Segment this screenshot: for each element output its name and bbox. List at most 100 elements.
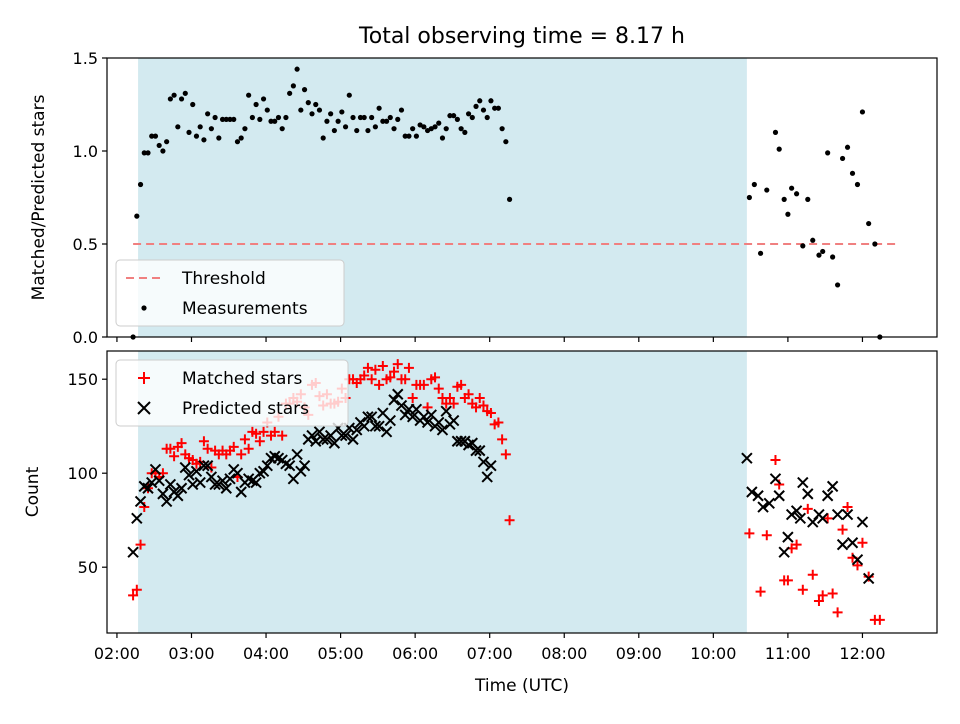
measurement-point: [186, 129, 192, 135]
y-axis-label: Matched/Predicted stars: [29, 94, 49, 300]
measurement-point: [328, 111, 334, 117]
predicted-point: [127, 546, 139, 558]
measurement-point: [257, 116, 263, 122]
measurement-point: [432, 124, 438, 130]
measurement-point: [477, 98, 483, 104]
measurement-point: [465, 111, 472, 117]
measurement-point: [436, 120, 442, 126]
measurement-point: [283, 114, 289, 121]
measurement-point: [219, 116, 226, 122]
measurement-point: [290, 83, 296, 89]
predicted-point: [746, 486, 758, 498]
measurement-point: [354, 127, 360, 134]
predicted-point: [388, 394, 400, 406]
predicted-point: [752, 490, 764, 502]
measurement-point: [294, 66, 300, 72]
predicted-point: [295, 465, 307, 478]
measurement-point: [406, 133, 412, 139]
predicted-point: [142, 482, 154, 494]
measurement-point: [793, 191, 800, 197]
predicted-point: [763, 497, 775, 509]
matched-point: [755, 586, 766, 597]
matched-point: [243, 443, 254, 454]
predicted-point: [436, 424, 449, 436]
matched-point: [176, 438, 187, 449]
predicted-point: [790, 505, 803, 517]
measurement-point: [398, 107, 405, 113]
legend-label: Threshold: [181, 269, 266, 289]
x-tick-label: 12:00: [839, 644, 885, 663]
predicted-point: [306, 429, 318, 442]
measurement-point: [380, 118, 386, 124]
predicted-point: [153, 475, 165, 487]
matched-point: [744, 528, 755, 539]
predicted-point: [769, 473, 782, 485]
predicted-point: [179, 461, 191, 474]
predicted-point: [481, 471, 493, 483]
count-panel: 50 100 150 02:00 03:00 04:00 05:00 06:00 07:00 08…: [23, 350, 938, 663]
measurement-point: [152, 133, 159, 139]
matched-point: [128, 590, 139, 601]
measurement-point: [350, 114, 356, 121]
measurement-point: [182, 90, 188, 96]
matched-point: [874, 614, 885, 625]
matched-point: [374, 379, 385, 390]
matched-point: [842, 502, 853, 513]
y-tick-label: 0.0: [73, 328, 98, 347]
measurement-point: [298, 107, 304, 113]
measurement-point: [369, 114, 375, 121]
matched-point: [277, 430, 288, 441]
matched-point: [202, 443, 213, 454]
x-tick-label: 10:00: [690, 644, 736, 663]
predicted-point: [778, 546, 790, 558]
matched-point: [822, 513, 833, 524]
matched-point: [407, 393, 418, 403]
matched-point: [359, 370, 370, 381]
matched-point: [497, 434, 508, 445]
measurement-point: [866, 220, 872, 227]
y-tick-label: 50: [78, 558, 98, 577]
matched-point: [131, 584, 142, 595]
measurement-point: [764, 187, 770, 193]
measurement-point: [212, 114, 218, 121]
predicted-point: [373, 420, 385, 432]
x-tick-label: 09:00: [616, 644, 662, 663]
y-tick-label: 150: [67, 370, 98, 389]
measurement-point: [197, 124, 203, 130]
predicted-point: [220, 482, 232, 494]
measurement-point: [421, 124, 427, 130]
matched-point: [251, 428, 262, 439]
predicted-point: [392, 388, 404, 400]
matched-point: [471, 402, 482, 413]
measurement-point: [164, 139, 170, 145]
matched-point: [456, 379, 467, 390]
axes-frame: [106, 350, 938, 634]
measurement-point: [149, 133, 155, 139]
matched-point: [228, 441, 239, 452]
predicted-point: [455, 435, 467, 447]
measurement-point: [137, 181, 144, 188]
measurement-point: [372, 124, 378, 130]
measurement-point: [834, 282, 841, 288]
predicted-point: [157, 488, 169, 500]
matched-point: [433, 383, 444, 394]
measurement-point: [830, 254, 836, 260]
measurement-point: [859, 109, 866, 115]
x-tick-label: 03:00: [168, 644, 214, 663]
measurement-point: [751, 181, 757, 188]
matched-point: [165, 443, 176, 454]
matched-point: [392, 359, 403, 370]
predicted-point: [831, 508, 844, 521]
predicted-point: [235, 486, 247, 498]
measurement-point: [246, 92, 252, 98]
matched-point: [254, 436, 265, 447]
predicted-point: [826, 480, 839, 493]
predicted-point: [257, 465, 270, 478]
matched-point: [774, 479, 785, 490]
matched-point: [239, 434, 250, 445]
x-tick-label: 05:00: [318, 644, 364, 663]
measurement-point: [488, 98, 494, 104]
y-tick-label: 100: [67, 464, 98, 483]
matched-point: [770, 455, 781, 466]
matched-point: [827, 588, 838, 599]
